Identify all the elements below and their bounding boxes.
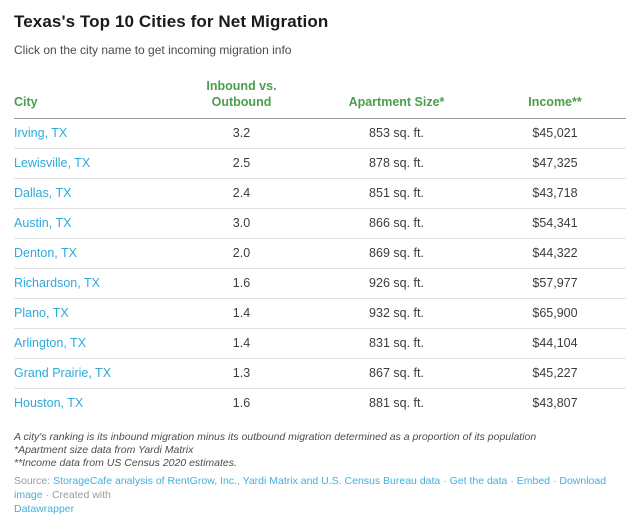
apartment-size-value: 853 sq. ft. (309, 118, 484, 149)
column-header-income: Income** (484, 78, 626, 119)
source-label: Source: (14, 475, 51, 488)
table-row: Plano, TX 1.4 932 sq. ft. $65,900 (14, 298, 626, 329)
table-row: Houston, TX 1.6 881 sq. ft. $43,807 (14, 388, 626, 418)
inbound-value: 1.3 (174, 358, 309, 389)
city-cell: Arlington, TX (14, 328, 174, 359)
table-row: Arlington, TX 1.4 831 sq. ft. $44,104 (14, 328, 626, 359)
separator-dot: · (510, 475, 514, 488)
footnote-income: **Income data from US Census 2020 estima… (14, 456, 237, 469)
page-subtitle: Click on the city name to get incoming m… (14, 43, 292, 57)
datawrapper-link[interactable]: Datawrapper (14, 502, 75, 515)
column-header-inbound-vs-outbound: Inbound vs. Outbound (174, 78, 309, 119)
apartment-size-value: 867 sq. ft. (309, 358, 484, 389)
separator-dot: · (45, 489, 50, 502)
income-value: $45,021 (484, 118, 626, 149)
embed-link[interactable]: Embed (516, 475, 551, 488)
table-body: Irving, TX 3.2 853 sq. ft. $45,021 Lewisvill… (14, 118, 626, 418)
city-cell: Denton, TX (14, 238, 174, 269)
download-image-link[interactable]: Download image (14, 475, 607, 502)
city-link[interactable]: Plano, TX (14, 306, 69, 320)
apartment-size-value: 932 sq. ft. (309, 298, 484, 329)
inbound-value: 1.4 (174, 328, 309, 359)
created-with-label: Created with (51, 489, 111, 502)
apartment-size-value: 869 sq. ft. (309, 238, 484, 269)
city-cell: Houston, TX (14, 388, 174, 418)
inbound-value: 3.2 (174, 118, 309, 149)
city-cell: Plano, TX (14, 298, 174, 329)
footnotes: A city's ranking is its inbound migratio… (14, 431, 626, 469)
separator-dot: · (443, 475, 447, 488)
income-value: $44,322 (484, 238, 626, 269)
table-row: Irving, TX 3.2 853 sq. ft. $45,021 (14, 118, 626, 149)
city-link[interactable]: Grand Prairie, TX (14, 366, 112, 380)
footnote-apartment: *Apartment size data from Yardi Matrix (14, 443, 194, 456)
page-title: Texas's Top 10 Cities for Net Migration (14, 12, 329, 31)
migration-table: City Inbound vs. Outbound Apartment Size… (14, 78, 626, 418)
inbound-value: 3.0 (174, 208, 309, 239)
city-cell: Lewisville, TX (14, 148, 174, 179)
apartment-size-value: 878 sq. ft. (309, 148, 484, 179)
city-link[interactable]: Irving, TX (14, 126, 68, 140)
apartment-size-value: 881 sq. ft. (369, 396, 424, 411)
city-cell: Austin, TX (14, 208, 174, 239)
city-link[interactable]: Richardson, TX (14, 276, 100, 290)
get-the-data-link[interactable]: Get the data (449, 475, 508, 488)
inbound-value: 1.4 (174, 298, 309, 329)
source-line: Source: StorageCafe analysis of RentGrow… (14, 475, 626, 516)
inbound-value: 2.4 (174, 178, 309, 209)
table-row: Grand Prairie, TX 1.3 867 sq. ft. $45,227 (14, 358, 626, 389)
table-row: Richardson, TX 1.6 926 sq. ft. $57,977 (14, 268, 626, 299)
city-cell: Grand Prairie, TX (14, 358, 174, 389)
income-value: $47,325 (484, 148, 626, 179)
income-value: $43,807 (532, 396, 578, 411)
apartment-size-value: 866 sq. ft. (309, 208, 484, 239)
table-row: Dallas, TX 2.4 851 sq. ft. $43,718 (14, 178, 626, 209)
city-cell: Dallas, TX (14, 178, 174, 209)
apartment-size-value: 851 sq. ft. (309, 178, 484, 209)
inbound-value: 2.0 (174, 238, 309, 269)
income-value: $45,227 (484, 358, 626, 389)
income-value: $54,341 (484, 208, 626, 239)
source-data-link[interactable]: StorageCafe analysis of RentGrow, Inc., … (53, 475, 441, 488)
table-row: Denton, TX 2.0 869 sq. ft. $44,322 (14, 238, 626, 269)
inbound-value: 1.6 (174, 268, 309, 299)
city-link[interactable]: Denton, TX (14, 246, 78, 260)
city-link[interactable]: Austin, TX (14, 216, 72, 230)
column-header-city: City (14, 78, 174, 119)
city-cell: Richardson, TX (14, 268, 174, 299)
city-link[interactable]: Dallas, TX (14, 186, 72, 200)
column-header-apartment-size: Apartment Size* (309, 78, 484, 119)
table-row: Lewisville, TX 2.5 878 sq. ft. $47,325 (14, 148, 626, 179)
inbound-value: 2.5 (174, 148, 309, 179)
city-link[interactable]: Houston, TX (14, 396, 84, 411)
city-cell: Irving, TX (14, 118, 174, 149)
apartment-size-value: 926 sq. ft. (309, 268, 484, 299)
income-value: $43,718 (484, 178, 626, 209)
income-value: $57,977 (484, 268, 626, 299)
income-value: $65,900 (484, 298, 626, 329)
inbound-value: 1.6 (232, 396, 251, 411)
city-link[interactable]: Arlington, TX (14, 336, 87, 350)
separator-dot: · (552, 475, 557, 488)
city-link[interactable]: Lewisville, TX (14, 156, 91, 170)
apartment-size-value: 831 sq. ft. (309, 328, 484, 359)
table-row: Austin, TX 3.0 866 sq. ft. $54,341 (14, 208, 626, 239)
footnote-ranking: A city's ranking is its inbound migratio… (14, 431, 537, 443)
income-value: $44,104 (484, 328, 626, 359)
table-header: City Inbound vs. Outbound Apartment Size… (14, 78, 626, 119)
